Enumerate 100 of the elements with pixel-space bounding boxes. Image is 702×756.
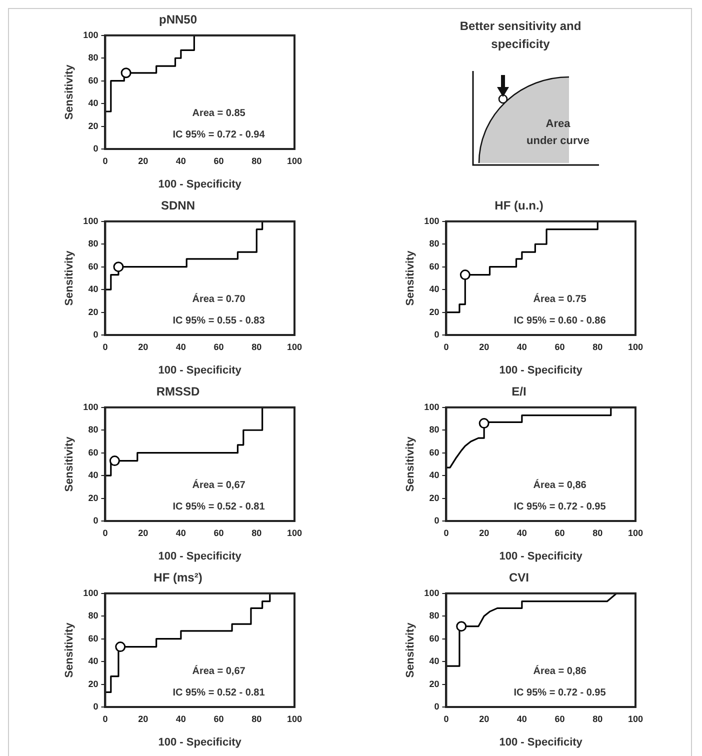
y-tick-label: 80 bbox=[88, 610, 98, 621]
x-tick-label: 20 bbox=[478, 528, 489, 538]
x-tick-label: 100 bbox=[286, 342, 302, 352]
chart-title: HF (u.n.) bbox=[494, 198, 543, 213]
chart-title: HF (ms²) bbox=[153, 570, 202, 585]
x-tick-label: 20 bbox=[138, 342, 148, 352]
y-tick-label: 80 bbox=[88, 238, 98, 249]
y-tick-label: 40 bbox=[88, 470, 98, 480]
x-tick-label: 60 bbox=[213, 156, 224, 166]
y-tick-label: 0 bbox=[92, 515, 98, 526]
x-tick-label: 0 bbox=[443, 528, 448, 538]
y-tick-label: 0 bbox=[434, 329, 439, 340]
annotation: Área = 0,86 bbox=[532, 479, 586, 492]
x-tick-label: 80 bbox=[251, 528, 262, 538]
x-tick-label: 80 bbox=[251, 714, 262, 724]
x-tick-label: 100 bbox=[286, 528, 302, 538]
x-tick-label: 40 bbox=[175, 714, 186, 724]
x-tick-label: 0 bbox=[443, 714, 448, 724]
x-tick-label: 0 bbox=[102, 714, 108, 724]
x-tick-label: 40 bbox=[175, 528, 186, 538]
x-axis-title: 100 - Specificity bbox=[158, 364, 242, 376]
y-tick-label: 0 bbox=[434, 515, 439, 526]
y-tick-label: 60 bbox=[428, 447, 439, 458]
x-tick-label: 0 bbox=[102, 342, 108, 352]
x-tick-label: 60 bbox=[213, 342, 224, 352]
x-tick-label: 40 bbox=[516, 342, 526, 352]
chart-title: CVI bbox=[508, 570, 529, 585]
x-tick-label: 0 bbox=[102, 528, 108, 538]
y-axis-title: Sensitivity bbox=[63, 436, 76, 492]
x-tick-label: 40 bbox=[516, 714, 526, 724]
x-tick-label: 60 bbox=[213, 714, 224, 724]
x-tick-label: 40 bbox=[175, 156, 186, 166]
y-tick-label: 40 bbox=[88, 656, 98, 666]
annotation: IC 95% = 0.72 - 0.95 bbox=[513, 688, 606, 699]
x-tick-label: 20 bbox=[478, 342, 489, 352]
y-tick-label: 80 bbox=[88, 424, 98, 435]
x-axis-title: 100 - Specificity bbox=[498, 550, 583, 562]
y-tick-label: 60 bbox=[428, 633, 439, 644]
chart-title: E/I bbox=[511, 384, 526, 399]
y-tick-label: 100 bbox=[82, 216, 98, 226]
annotation: IC 95% = 0.52 - 0.81 bbox=[172, 688, 265, 699]
y-tick-label: 100 bbox=[82, 402, 98, 412]
x-tick-label: 60 bbox=[213, 528, 224, 538]
y-tick-label: 60 bbox=[88, 261, 98, 272]
x-axis-title: 100 - Specificity bbox=[158, 178, 242, 190]
y-axis-title: Sensitivity bbox=[63, 250, 76, 306]
x-tick-label: 100 bbox=[286, 714, 302, 724]
annotation: IC 95% = 0.72 - 0.94 bbox=[172, 130, 265, 141]
x-tick-label: 0 bbox=[443, 342, 448, 352]
y-tick-label: 0 bbox=[92, 143, 98, 154]
text: Area bbox=[544, 117, 572, 132]
y-tick-label: 80 bbox=[428, 424, 439, 435]
y-tick-label: 0 bbox=[92, 701, 98, 712]
y-tick-label: 20 bbox=[428, 678, 439, 689]
y-tick-label: 40 bbox=[428, 284, 439, 294]
x-tick-label: 80 bbox=[592, 342, 602, 352]
x-tick-label: 80 bbox=[592, 714, 602, 724]
y-tick-label: 20 bbox=[88, 306, 98, 317]
y-tick-label: 100 bbox=[82, 30, 98, 40]
y-tick-label: 40 bbox=[428, 470, 439, 480]
x-tick-label: 100 bbox=[627, 342, 643, 352]
x-tick-label: 20 bbox=[478, 714, 489, 724]
x-tick-label: 20 bbox=[138, 528, 148, 538]
x-tick-label: 60 bbox=[554, 714, 564, 724]
annotation: Área = 0.70 bbox=[192, 293, 246, 306]
y-tick-label: 60 bbox=[88, 633, 98, 644]
y-tick-label: 100 bbox=[82, 588, 98, 598]
y-tick-label: 20 bbox=[88, 678, 98, 689]
x-axis-title: 100 - Specificity bbox=[158, 550, 242, 562]
y-axis-title: Sensitivity bbox=[404, 436, 416, 492]
y-axis-title: Sensitivity bbox=[63, 622, 76, 678]
y-tick-label: 100 bbox=[424, 402, 439, 412]
x-tick-label: 40 bbox=[516, 528, 526, 538]
y-tick-label: 20 bbox=[428, 492, 439, 503]
chart-title: RMSSD bbox=[156, 384, 200, 399]
y-tick-label: 20 bbox=[428, 306, 439, 317]
annotation: Área = 0,67 bbox=[192, 479, 246, 492]
y-axis-title: Sensitivity bbox=[404, 250, 416, 306]
x-tick-label: 20 bbox=[138, 714, 148, 724]
y-tick-label: 0 bbox=[434, 701, 439, 712]
x-tick-label: 40 bbox=[175, 342, 186, 352]
y-tick-label: 80 bbox=[88, 52, 98, 63]
y-tick-label: 40 bbox=[428, 656, 439, 666]
x-axis-title: 100 - Specificity bbox=[498, 736, 583, 748]
y-tick-label: 80 bbox=[428, 610, 439, 621]
y-tick-label: 20 bbox=[88, 492, 98, 503]
annotation: IC 95% = 0.52 - 0.81 bbox=[172, 502, 265, 513]
x-tick-label: 80 bbox=[251, 342, 262, 352]
y-tick-label: 20 bbox=[88, 120, 98, 131]
annotation: Área = 0,67 bbox=[192, 665, 246, 678]
annotation: Área = 0,86 bbox=[532, 665, 586, 678]
y-tick-label: 80 bbox=[428, 238, 439, 249]
y-axis-title: Sensitivity bbox=[63, 64, 76, 120]
x-axis-title: 100 - Specificity bbox=[498, 364, 583, 376]
x-tick-label: 0 bbox=[102, 156, 108, 166]
annotation: IC 95% = 0.60 - 0.86 bbox=[513, 316, 606, 327]
y-tick-label: 40 bbox=[88, 98, 98, 108]
y-tick-label: 0 bbox=[92, 329, 98, 340]
annotation: Area = 0.85 bbox=[192, 108, 246, 120]
chart-title: pNN50 bbox=[158, 12, 197, 27]
